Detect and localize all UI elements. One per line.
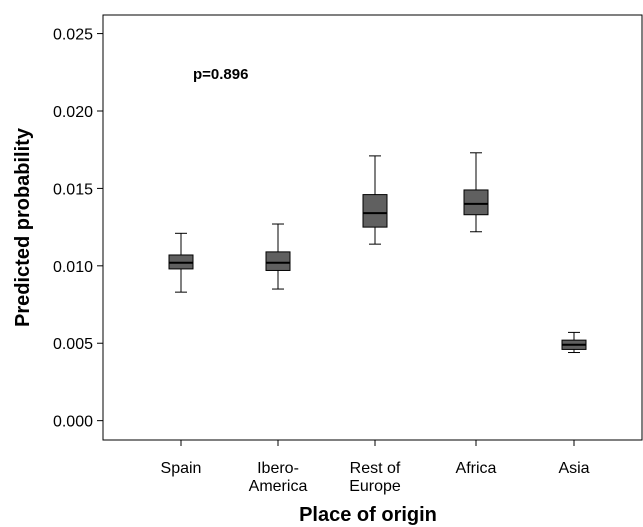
y-tick-label: 0.000 bbox=[53, 414, 93, 431]
box-3 bbox=[463, 152, 489, 233]
y-tick-label: 0.015 bbox=[53, 181, 93, 198]
x-category-label: Rest of Europe bbox=[349, 460, 401, 495]
x-axis-category-labels: Spain Ibero-America Rest of Europe Africa Asi… bbox=[161, 440, 590, 495]
iqr-box bbox=[463, 189, 489, 216]
y-tick-label: 0.020 bbox=[53, 104, 93, 121]
box-0 bbox=[168, 232, 194, 293]
x-category-label: Spain bbox=[161, 460, 202, 477]
iqr-box bbox=[265, 251, 291, 271]
p-value-annotation: p=0.896 bbox=[193, 66, 248, 83]
y-axis-title: Predicted probability bbox=[12, 127, 34, 327]
x-category-label: Ibero-America bbox=[249, 460, 308, 495]
x-axis-title: Place of origin bbox=[299, 504, 437, 526]
y-tick-label: 0.025 bbox=[53, 27, 93, 44]
y-axis-ticks: 0.000 0.005 0.010 0.015 0.020 0.025 bbox=[53, 27, 103, 431]
x-category-label: Asia bbox=[558, 460, 589, 477]
x-category-label: Africa bbox=[456, 460, 497, 477]
plot-frame bbox=[102, 14, 643, 441]
box-1 bbox=[265, 223, 291, 290]
box-4 bbox=[561, 331, 587, 354]
iqr-box bbox=[362, 194, 388, 228]
y-tick-label: 0.005 bbox=[53, 336, 93, 353]
y-tick-label: 0.010 bbox=[53, 259, 93, 276]
box-2 bbox=[362, 155, 388, 245]
boxes-group bbox=[168, 152, 587, 354]
